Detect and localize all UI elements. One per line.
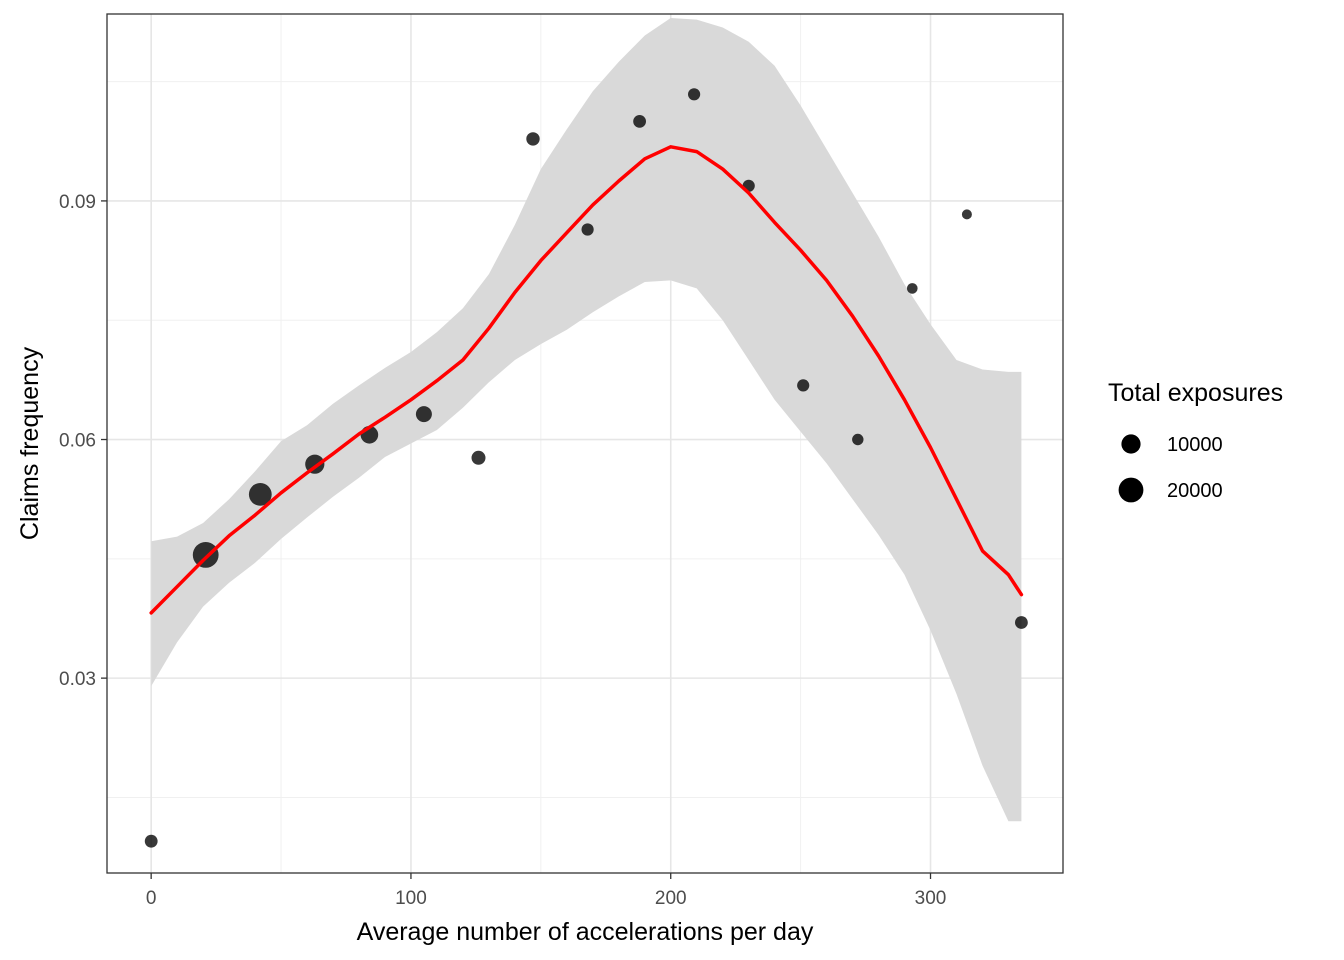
x-tick-label: 100	[395, 888, 427, 909]
x-tick-label: 200	[655, 888, 687, 909]
data-point	[415, 406, 432, 423]
smooth-line-group	[149, 145, 1024, 615]
y-axis-title: Claims frequency	[16, 346, 44, 540]
data-point	[688, 88, 701, 101]
legend-label: 20000	[1167, 480, 1223, 502]
x-tick-label: 300	[915, 888, 947, 909]
data-point	[471, 450, 486, 465]
data-point	[248, 483, 272, 506]
x-tick-label: 0	[146, 888, 157, 909]
legend-key-point	[1121, 434, 1141, 454]
data-point	[961, 209, 972, 220]
panel-border	[106, 13, 1064, 874]
data-point	[144, 834, 158, 848]
legend-title: Total exposures	[1108, 379, 1283, 407]
y-tick-label: 0.09	[59, 192, 96, 213]
data-point	[852, 433, 864, 446]
x-axis-title: Average number of accelerations per day	[357, 918, 814, 946]
confidence-band	[151, 18, 1022, 822]
y-tick-label: 0.06	[59, 431, 96, 452]
legend: Total exposures 10000 20000	[1108, 379, 1283, 503]
data-point	[633, 115, 646, 128]
data-point	[526, 132, 540, 146]
data-point	[192, 542, 219, 568]
data-point	[581, 223, 594, 236]
data-point	[1015, 616, 1028, 629]
legend-label: 10000	[1167, 434, 1223, 456]
data-point	[907, 283, 918, 294]
legend-key-point	[1118, 477, 1144, 503]
axes: 0 100 200 300 0.03 0.06 0.09	[59, 192, 946, 909]
y-tick-label: 0.03	[59, 669, 96, 690]
smooth-line	[149, 145, 1024, 615]
confidence-band-area	[151, 18, 1022, 822]
data-point	[797, 379, 810, 392]
